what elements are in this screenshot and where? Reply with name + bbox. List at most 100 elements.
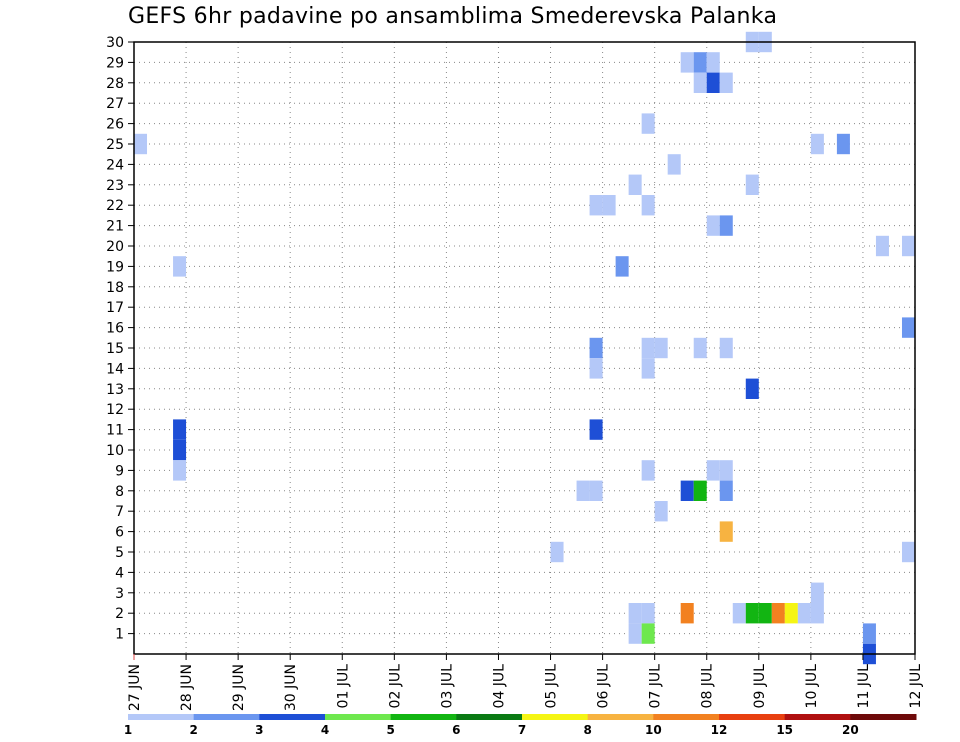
- x-tick-label: 07 JUL: [648, 664, 664, 709]
- precip-cell: [719, 521, 733, 542]
- x-tick-label: 30 JUN: [283, 664, 299, 711]
- y-tick-label: 27: [106, 96, 124, 112]
- precip-cell: [719, 337, 733, 359]
- x-tick-label: 29 JUN: [231, 664, 247, 711]
- precip-cell: [706, 460, 720, 481]
- y-tick-label: 23: [106, 178, 124, 194]
- precip-cell: [810, 133, 824, 155]
- y-tick-label: 19: [106, 259, 124, 275]
- precip-cell: [745, 603, 759, 624]
- precip-cell: [589, 419, 603, 440]
- precip-cell: [641, 603, 655, 624]
- precip-cell: [901, 541, 915, 563]
- precip-cell: [810, 582, 824, 603]
- y-tick-label: 2: [115, 606, 124, 622]
- precip-cell: [836, 133, 850, 155]
- precip-cell: [758, 603, 772, 624]
- x-tick-label: 03 JUL: [439, 664, 455, 709]
- x-tick-label: 01 JUL: [335, 664, 351, 709]
- precip-cell: [693, 52, 707, 73]
- y-tick-label: 8: [115, 484, 124, 500]
- x-tick-label: 11 JUL: [856, 664, 872, 709]
- precip-cell: [641, 337, 655, 359]
- data-cells: [134, 31, 915, 665]
- y-tick-label: 12: [106, 402, 124, 418]
- y-tick-label: 22: [106, 198, 124, 214]
- precip-cell: [719, 460, 733, 481]
- precip-cell: [667, 154, 681, 175]
- precip-cell: [173, 439, 187, 461]
- precip-cell: [745, 378, 759, 399]
- x-tick-label: 02 JUL: [387, 664, 403, 709]
- y-tick-label: 9: [115, 463, 124, 479]
- y-tick-label: 11: [106, 423, 124, 439]
- y-tick-label: 18: [106, 280, 124, 296]
- x-tick-label: 27 JUN: [127, 664, 143, 711]
- x-tick-label: 09 JUL: [752, 664, 768, 709]
- precip-cell: [173, 256, 187, 277]
- x-tick-label: 05 JUL: [544, 664, 560, 709]
- y-tick-label: 28: [106, 76, 124, 92]
- precip-cell: [576, 480, 590, 501]
- x-tick-label: 08 JUL: [700, 664, 716, 709]
- precip-cell: [173, 419, 187, 440]
- y-tick-label: 1: [115, 627, 124, 643]
- precip-cell: [602, 195, 616, 216]
- x-tick-label: 06 JUL: [596, 664, 612, 709]
- precip-cell: [706, 72, 720, 93]
- precip-cell: [797, 603, 811, 624]
- precip-cell: [784, 603, 798, 624]
- y-tick-label: 3: [115, 586, 124, 602]
- precip-cell: [810, 603, 824, 624]
- precip-cell: [641, 113, 655, 134]
- precip-cell: [680, 480, 694, 501]
- grid: [134, 41, 916, 654]
- precip-cell: [693, 72, 707, 93]
- precip-cell: [173, 460, 187, 481]
- y-tick-label: 20: [106, 239, 124, 255]
- precip-cell: [628, 623, 642, 644]
- y-tick-label: 16: [106, 321, 124, 337]
- precip-cell: [680, 603, 694, 624]
- precip-cell: [654, 501, 668, 522]
- precip-cell: [862, 623, 876, 644]
- precip-cell: [641, 195, 655, 216]
- y-tick-label: 25: [106, 137, 124, 153]
- precip-cell: [706, 215, 720, 236]
- precip-cell: [589, 480, 603, 501]
- precip-cell: [719, 72, 733, 93]
- precip-cell: [641, 460, 655, 481]
- precip-cell: [615, 256, 629, 277]
- precip-cell: [589, 195, 603, 216]
- precip-cell: [628, 603, 642, 624]
- y-tick-label: 26: [106, 117, 124, 133]
- precip-cell: [641, 358, 655, 379]
- precip-cell: [901, 235, 915, 257]
- y-tick-label: 30: [106, 35, 124, 51]
- precip-cell: [693, 480, 707, 501]
- precip-cell: [680, 52, 694, 73]
- chart-title: GEFS 6hr padavine po ansamblima Smederev…: [128, 4, 778, 29]
- y-tick-label: 10: [106, 443, 124, 459]
- precip-cell: [901, 317, 915, 338]
- y-tick-label: 15: [106, 341, 124, 357]
- y-tick-label: 7: [115, 504, 124, 520]
- precip-cell: [628, 174, 642, 195]
- precip-cell: [134, 133, 148, 155]
- precip-cell: [719, 215, 733, 236]
- y-tick-label: 21: [106, 219, 124, 235]
- precip-cell: [745, 174, 759, 195]
- precip-cell: [550, 541, 564, 563]
- precip-cell: [641, 623, 655, 644]
- x-tick-label: 12 JUL: [908, 664, 924, 709]
- precip-cell: [771, 603, 785, 624]
- y-tick-label: 13: [106, 382, 124, 398]
- precip-cell: [875, 235, 889, 257]
- x-tick-label: 28 JUN: [179, 664, 195, 711]
- x-tick-label: 10 JUL: [804, 664, 820, 709]
- y-tick-label: 17: [106, 300, 124, 316]
- precip-cell: [693, 337, 707, 359]
- y-tick-label: 6: [115, 525, 124, 541]
- y-tick-label: 5: [115, 545, 124, 561]
